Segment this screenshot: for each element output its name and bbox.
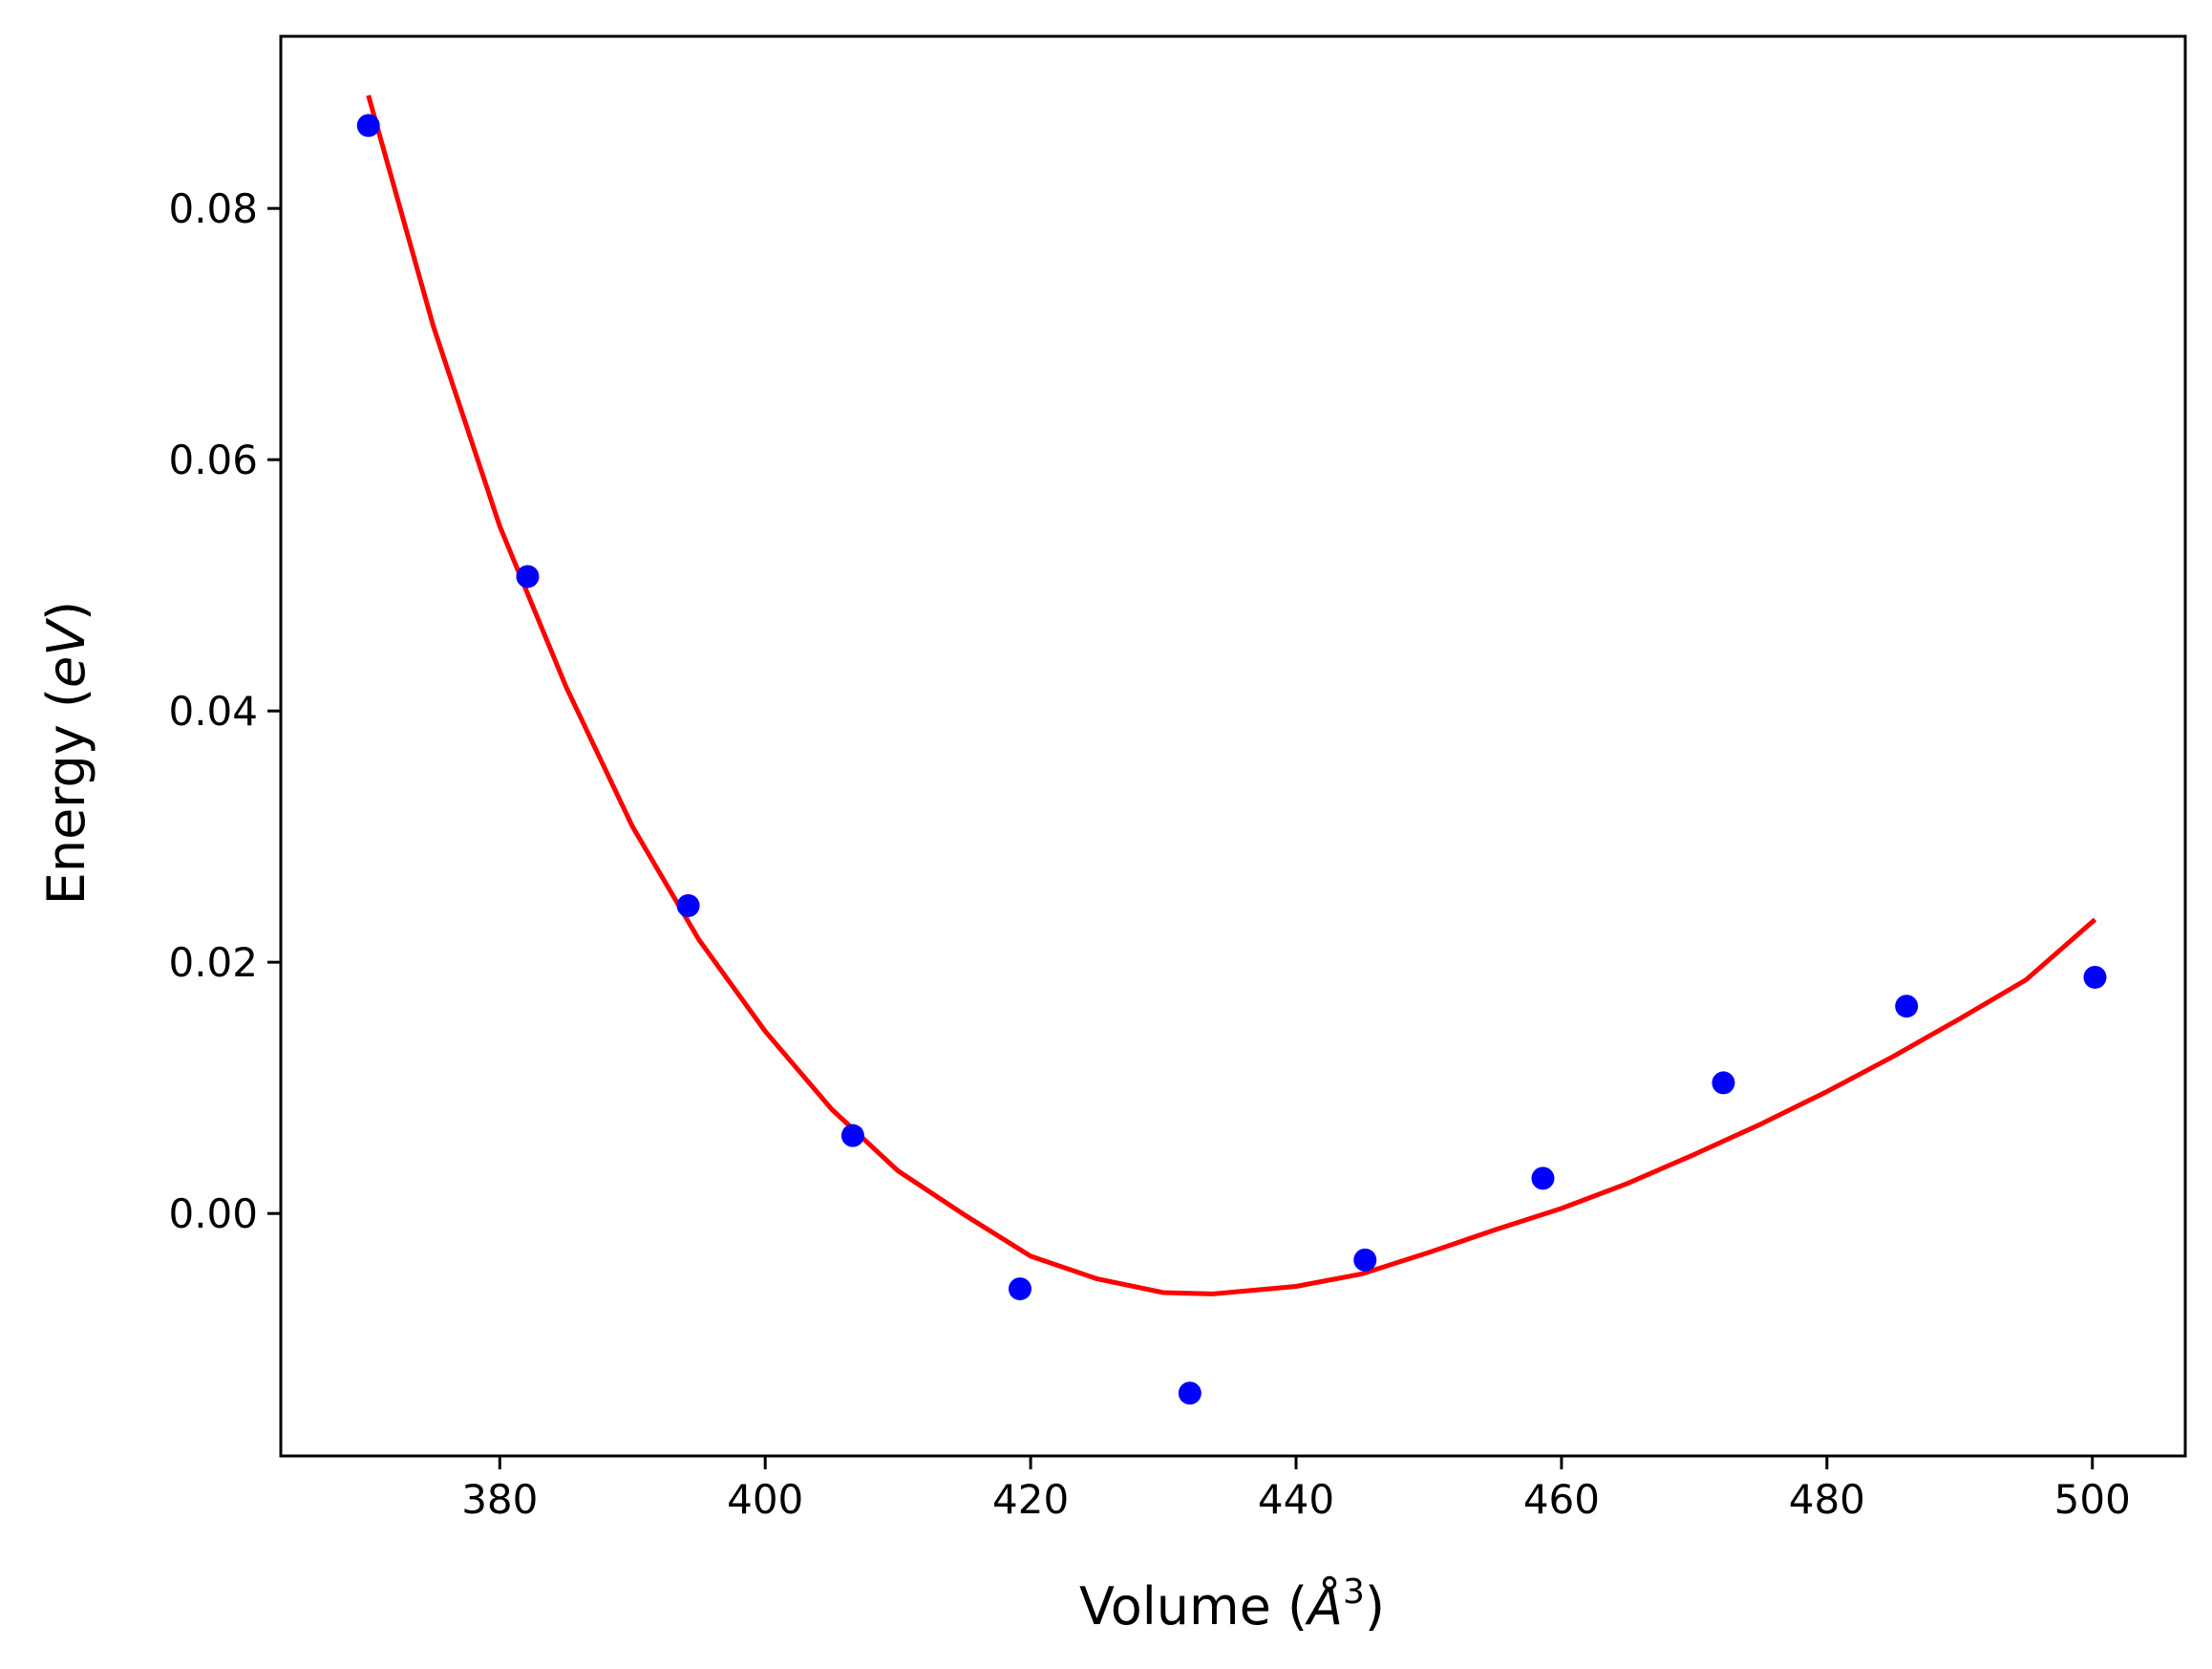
x-tick-label: 380: [461, 1476, 538, 1523]
data-point: [1353, 1248, 1377, 1272]
x-tick-label: 400: [727, 1476, 803, 1523]
data-point: [1712, 1071, 1735, 1095]
data-point: [516, 565, 540, 588]
plot-frame: [279, 34, 2187, 1458]
x-tick-label: 460: [1523, 1476, 1600, 1523]
data-point: [356, 114, 380, 138]
y-axis-label-close: ): [36, 601, 96, 621]
y-axis-label-unit: eV: [36, 617, 96, 688]
y-axis-label: Energy (eV): [36, 601, 96, 906]
x-tick-label: 500: [2054, 1476, 2131, 1523]
data-point: [1008, 1277, 1032, 1301]
y-axis-label-main: Energy (: [36, 688, 96, 905]
plot-content: [356, 95, 2107, 1405]
fit-curve-line: [366, 95, 2097, 1296]
y-tick-label: 0.08: [168, 185, 258, 232]
data-point: [1895, 995, 1919, 1018]
x-tick-label: 420: [992, 1476, 1069, 1523]
x-axis-label: Volume (Å3): [1079, 1573, 1385, 1637]
data-point: [2083, 965, 2107, 989]
x-axis-label-close: ): [1365, 1576, 1385, 1637]
y-tick-label: 0.02: [168, 939, 258, 986]
y-tick-label: 0.06: [168, 437, 258, 483]
y-tick-label: 0.00: [168, 1190, 258, 1237]
y-axis-ticks: 0.00 0.02 0.04 0.06 0.08: [168, 185, 281, 1237]
x-axis-label-main: Volume (: [1079, 1576, 1308, 1637]
data-point: [676, 894, 700, 918]
y-tick-label: 0.04: [168, 688, 258, 735]
x-axis-ticks: 380 400 420 440 460 480 500: [461, 1456, 2131, 1523]
x-tick-label: 480: [1789, 1476, 1865, 1523]
x-axis-label-unit: Å: [1305, 1575, 1343, 1637]
data-point: [1178, 1381, 1202, 1405]
x-tick-label: 440: [1258, 1476, 1334, 1523]
data-point: [1531, 1166, 1555, 1190]
data-point: [840, 1123, 864, 1147]
x-axis-label-exponent: 3: [1343, 1573, 1365, 1612]
